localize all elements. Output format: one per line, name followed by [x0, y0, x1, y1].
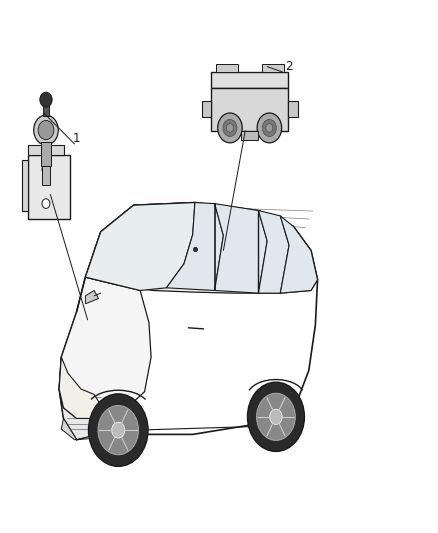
Circle shape: [257, 113, 282, 143]
Circle shape: [42, 199, 50, 208]
Circle shape: [223, 119, 237, 136]
Circle shape: [257, 393, 295, 440]
Polygon shape: [85, 203, 318, 293]
Circle shape: [98, 406, 138, 455]
Polygon shape: [215, 64, 237, 72]
Polygon shape: [85, 290, 99, 304]
Polygon shape: [215, 204, 267, 293]
Polygon shape: [258, 211, 289, 293]
Polygon shape: [59, 203, 318, 440]
Circle shape: [40, 92, 52, 107]
Polygon shape: [28, 145, 64, 155]
Circle shape: [88, 394, 148, 466]
Polygon shape: [41, 142, 51, 166]
Polygon shape: [261, 64, 283, 72]
Circle shape: [38, 120, 54, 140]
Polygon shape: [22, 160, 28, 211]
Text: 2: 2: [285, 60, 293, 73]
Polygon shape: [288, 101, 297, 117]
Polygon shape: [59, 357, 101, 418]
Circle shape: [262, 119, 276, 136]
Polygon shape: [241, 131, 258, 140]
Circle shape: [34, 115, 58, 145]
Circle shape: [266, 124, 273, 132]
Polygon shape: [59, 389, 101, 440]
Polygon shape: [211, 72, 288, 88]
Polygon shape: [42, 166, 50, 185]
Circle shape: [42, 165, 50, 174]
Polygon shape: [280, 216, 318, 293]
Polygon shape: [61, 418, 99, 440]
Polygon shape: [201, 101, 211, 117]
Circle shape: [218, 113, 242, 143]
Polygon shape: [166, 203, 223, 290]
Circle shape: [226, 124, 233, 132]
Polygon shape: [85, 203, 195, 290]
Text: 1: 1: [73, 132, 81, 145]
Polygon shape: [28, 155, 70, 219]
Polygon shape: [43, 105, 49, 116]
Circle shape: [112, 422, 125, 438]
Polygon shape: [59, 277, 151, 418]
Circle shape: [270, 409, 282, 424]
Circle shape: [247, 382, 304, 451]
Polygon shape: [211, 88, 288, 131]
